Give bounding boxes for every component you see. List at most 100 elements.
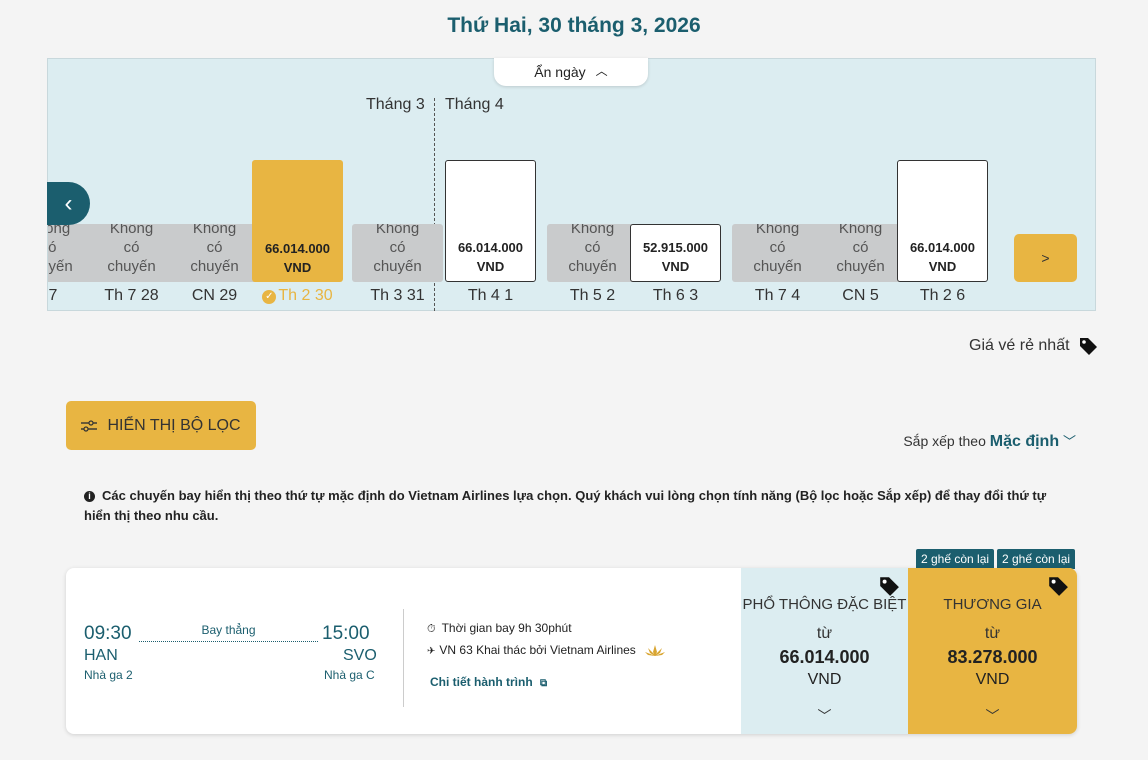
vietnam-airlines-lotus-icon [645,644,666,656]
stopwatch-icon: ⏱ [427,623,436,635]
calendar-day[interactable]: Không có chuyến [352,160,443,282]
month-divider [434,98,435,311]
calendar-day-label: CN 29 [169,287,260,305]
day-label-text: Th 3 31 [370,287,425,304]
calendar-day[interactable]: 66.014.000 VND [897,160,988,282]
day-currency: VND [928,259,957,274]
arrive-terminal: Nhà ga C [324,668,375,682]
chevron-down-icon: ﹀ [1062,434,1076,449]
sort-prefix: Sắp xếp theo [903,433,986,449]
sort-control[interactable]: Sắp xếp theo Mặc định ﹀ [903,431,1076,451]
day-status: Không có chuyến [373,224,422,275]
day-unavailable-box: Không có chuyến [732,224,823,282]
filter-sliders-icon [81,420,98,432]
day-currency: VND [661,259,690,274]
day-status: Không có chuyến [107,224,156,275]
day-unavailable-box: Không có chuyến [352,224,443,282]
stops-label: Bay thẳng [201,623,256,637]
day-price-box: 66.014.000 VND [897,160,988,282]
route-line [139,641,318,642]
chevron-up-icon: ︿ [595,64,608,78]
itinerary-details-link[interactable]: Chi tiết hành trình ⧉ [430,675,547,689]
page-title: Thứ Hai, 30 tháng 3, 2026 [447,14,701,37]
arrive-airport: SVO [343,647,377,664]
day-label-text: Th 2 6 [919,287,966,304]
day-label-text: Th 5 2 [569,287,616,304]
day-price-box: 52.915.000 VND [630,224,721,282]
day-label-text: Th 2 30 [278,287,333,304]
fare-from: từ [816,625,833,642]
fare-premium-economy[interactable]: PHỔ THÔNG ĐẶC BIỆT từ 66.014.000 VND ﹀ [741,568,908,734]
fare-class-name: THƯƠNG GIA [943,596,1042,613]
month-label-next: Tháng 4 [445,96,504,113]
calendar-day-label: ✓ Th 2 30 [252,287,343,305]
calendar-day[interactable]: Không có chuyến [547,160,638,282]
calendar-day[interactable]: Không có chuyến [815,160,906,282]
prev-dates-button[interactable]: ‹ [47,182,90,225]
calendar-day[interactable]: 52.915.000 VND [630,160,721,282]
day-label-text: Th 6 3 [652,287,699,304]
day-status: Không có chuyến [568,224,617,275]
calendar-day[interactable]: Không có chuyến [732,160,823,282]
hide-dates-label: Ẩn ngày [534,64,586,80]
info-icon: i [84,491,95,502]
sort-notice-text: Các chuyến bay hiển thị theo thứ tự mặc … [84,488,1047,523]
day-unavailable-box: Không có chuyến [547,224,638,282]
cheapest-fare-legend: Giá vé rẻ nhất [969,336,1098,356]
flight-duration: ⏱ Thời gian bay 9h 30phút [427,621,572,636]
depart-airport: HAN [84,647,118,664]
fare-from: từ [984,625,1001,642]
calendar-day[interactable]: Không có chuyến [169,160,260,282]
day-unavailable-box: Không có chuyến [815,224,906,282]
day-status: Không có chuyến [836,224,885,275]
flight-number: ✈ VN 63 Khai thác bởi Vietnam Airlines [427,643,666,657]
calendar-day-label: Th 2 6 [897,287,988,305]
day-label-text: 27 [39,287,58,304]
hide-dates-button[interactable]: Ẩn ngày ︿ [494,58,648,86]
day-label-text: Th 7 28 [104,287,159,304]
day-price: 66.014.000 [909,240,976,255]
next-dates-button[interactable]: > [1014,234,1077,282]
chevron-down-icon: ﹀ [817,708,832,724]
day-label-text: Th 4 1 [467,287,514,304]
show-filter-button[interactable]: HIỂN THỊ BỘ LỌC [66,401,256,450]
day-price: 66.014.000 [457,240,524,255]
plane-icon: ✈ [427,646,436,657]
calendar-day-label: Th 3 31 [352,287,443,305]
flight-duration-text: Thời gian bay 9h 30phút [441,621,572,635]
fare-amount: 83.278.000 [947,647,1038,667]
arrive-time: 15:00 [322,623,370,644]
day-currency: VND [476,259,505,274]
fare-amount: 66.014.000 [779,647,870,667]
calendar-day-label: Th 5 2 [547,287,638,305]
month-label-prev: Tháng 3 [366,96,425,113]
price-tag-icon [1049,577,1068,596]
day-unavailable-box: Không có chuyến [169,224,260,282]
calendar-day-label: 27 [39,287,94,305]
itinerary-details-label: Chi tiết hành trình [430,675,533,689]
fare-class-name: PHỔ THÔNG ĐẶC BIỆT [742,596,907,613]
day-price: 66.014.000 [264,241,331,256]
calendar-day[interactable]: 66.014.000 VND [445,160,536,282]
calendar-day-label: Th 7 4 [732,287,823,305]
day-unavailable-box: Không có chuyến [86,224,177,282]
seats-left-badge: 2 ghế còn lại [997,549,1076,569]
calendar-day-label: CN 5 [815,287,906,305]
calendar-day-label: Th 4 1 [445,287,536,305]
calendar-day-label: Th 7 28 [86,287,177,305]
show-filter-label: HIỂN THỊ BỘ LỌC [107,417,241,434]
fare-currency: VND [975,671,1010,688]
sort-dropdown[interactable]: Mặc định [989,433,1060,450]
day-status: Không có chuyến [753,224,802,275]
depart-terminal: Nhà ga 2 [84,668,133,682]
day-price: 52.915.000 [642,240,709,255]
calendar-day[interactable]: Không có chuyến [86,160,177,282]
fare-currency: VND [807,671,842,688]
day-price-box: 66.014.000 VND [445,160,536,282]
check-circle-icon: ✓ [262,290,277,304]
day-status: Không có chuyến [24,224,73,275]
fare-business[interactable]: THƯƠNG GIA từ 83.278.000 VND ﹀ [908,568,1077,734]
depart-time: 09:30 [84,623,132,644]
calendar-day[interactable]: 66.014.000 VND [252,160,343,282]
chevron-down-icon: ﹀ [985,708,1000,724]
